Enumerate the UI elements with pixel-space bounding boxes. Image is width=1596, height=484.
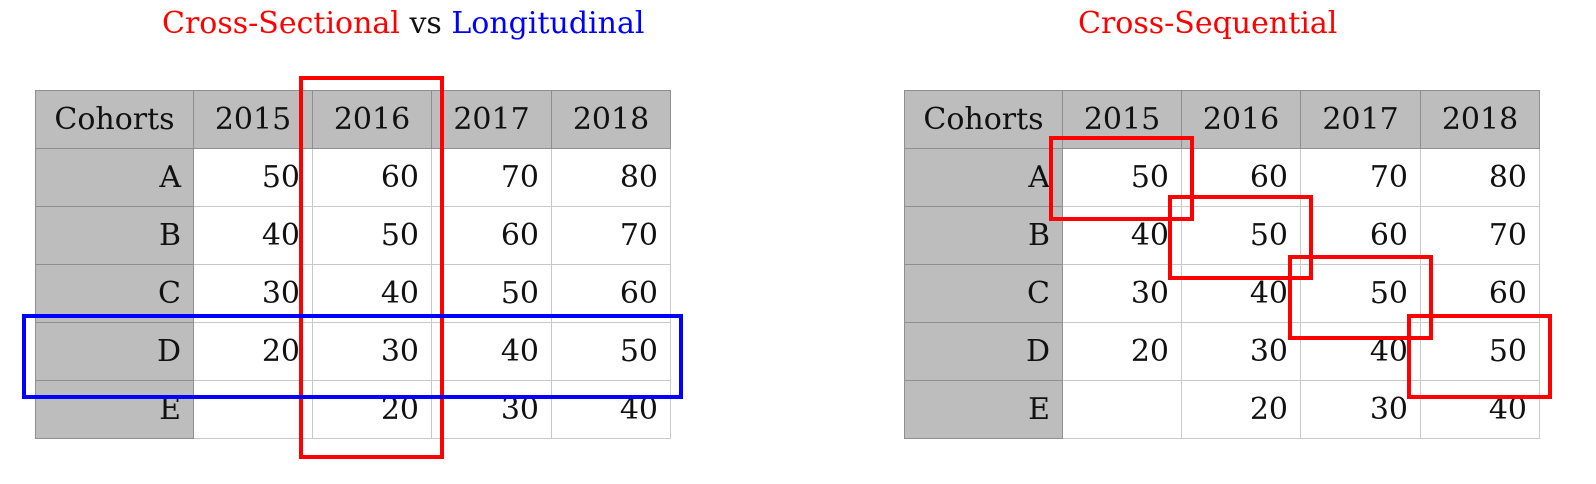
header-year: 2018 <box>551 90 671 149</box>
cell-value: 40 <box>551 380 671 439</box>
cell-value: 60 <box>312 148 432 207</box>
cell-value: 20 <box>193 322 313 381</box>
cell-value: 30 <box>1300 380 1421 439</box>
cell-value: 60 <box>431 206 552 265</box>
cohort-label: A <box>904 148 1063 207</box>
cell-value: 30 <box>312 322 432 381</box>
cohort-label: E <box>35 380 194 439</box>
cohort-label: B <box>35 206 194 265</box>
cell-value: 30 <box>193 264 313 323</box>
header-year: 2016 <box>1181 90 1301 149</box>
header-year: 2017 <box>1300 90 1421 149</box>
header-year: 2015 <box>193 90 313 149</box>
cohort-label: D <box>904 322 1063 381</box>
cell-value: 40 <box>193 206 313 265</box>
table-row: C 30 40 50 60 <box>35 264 671 323</box>
header-year: 2015 <box>1062 90 1182 149</box>
table-row: B 40 50 60 70 <box>35 206 671 265</box>
title-cross-sectional: Cross-Sectional <box>162 6 400 41</box>
cell-value: 30 <box>1062 264 1182 323</box>
cohort-label: C <box>904 264 1063 323</box>
cell-value: 40 <box>1420 380 1540 439</box>
cohort-label: D <box>35 322 194 381</box>
table-row: B 40 50 60 70 <box>904 206 1540 265</box>
cell-value: 20 <box>1062 322 1182 381</box>
cell-value: 50 <box>431 264 552 323</box>
cell-value: 50 <box>193 148 313 207</box>
header-row: Cohorts 2015 2016 2017 2018 <box>904 90 1540 149</box>
right-title: Cross-Sequential <box>1078 6 1338 41</box>
left-cohort-table: Cohorts 2015 2016 2017 2018 A 50 60 70 8… <box>35 90 671 439</box>
cohort-label: B <box>904 206 1063 265</box>
cell-value: 60 <box>551 264 671 323</box>
table-row: A 50 60 70 80 <box>904 148 1540 207</box>
cohort-label: A <box>35 148 194 207</box>
table-row: D 20 30 40 50 <box>35 322 671 381</box>
cell-value: 80 <box>551 148 671 207</box>
cell-value: 40 <box>1181 264 1301 323</box>
table-row: D 20 30 40 50 <box>904 322 1540 381</box>
cell-value: 50 <box>1062 148 1182 207</box>
cell-value: 50 <box>312 206 432 265</box>
cell-value: 60 <box>1181 148 1301 207</box>
header-row: Cohorts 2015 2016 2017 2018 <box>35 90 671 149</box>
header-year: 2017 <box>431 90 552 149</box>
cell-value: 60 <box>1420 264 1540 323</box>
header-cohorts: Cohorts <box>904 90 1063 149</box>
cell-value: 50 <box>1181 206 1301 265</box>
cell-value: 40 <box>1300 322 1421 381</box>
cell-value <box>1062 380 1182 439</box>
left-title: Cross-Sectional vs Longitudinal <box>162 6 644 41</box>
cell-value: 40 <box>1062 206 1182 265</box>
table-row: E 20 30 40 <box>904 380 1540 439</box>
header-year: 2016 <box>312 90 432 149</box>
cell-value: 70 <box>1420 206 1540 265</box>
cell-value: 40 <box>431 322 552 381</box>
cell-value: 80 <box>1420 148 1540 207</box>
header-year: 2018 <box>1420 90 1540 149</box>
cell-value: 30 <box>431 380 552 439</box>
cell-value: 70 <box>1300 148 1421 207</box>
cell-value: 20 <box>312 380 432 439</box>
cell-value: 20 <box>1181 380 1301 439</box>
cohort-label: E <box>904 380 1063 439</box>
cell-value <box>193 380 313 439</box>
table-row: E 20 30 40 <box>35 380 671 439</box>
cell-value: 50 <box>551 322 671 381</box>
cell-value: 50 <box>1420 322 1540 381</box>
header-cohorts: Cohorts <box>35 90 194 149</box>
right-cohort-table: Cohorts 2015 2016 2017 2018 A 50 60 70 8… <box>904 90 1540 439</box>
cell-value: 40 <box>312 264 432 323</box>
cell-value: 70 <box>431 148 552 207</box>
table-row: A 50 60 70 80 <box>35 148 671 207</box>
cell-value: 70 <box>551 206 671 265</box>
cell-value: 50 <box>1300 264 1421 323</box>
title-vs: vs <box>409 6 442 41</box>
cohort-label: C <box>35 264 194 323</box>
cell-value: 30 <box>1181 322 1301 381</box>
table-row: C 30 40 50 60 <box>904 264 1540 323</box>
title-longitudinal: Longitudinal <box>451 6 645 41</box>
cell-value: 60 <box>1300 206 1421 265</box>
